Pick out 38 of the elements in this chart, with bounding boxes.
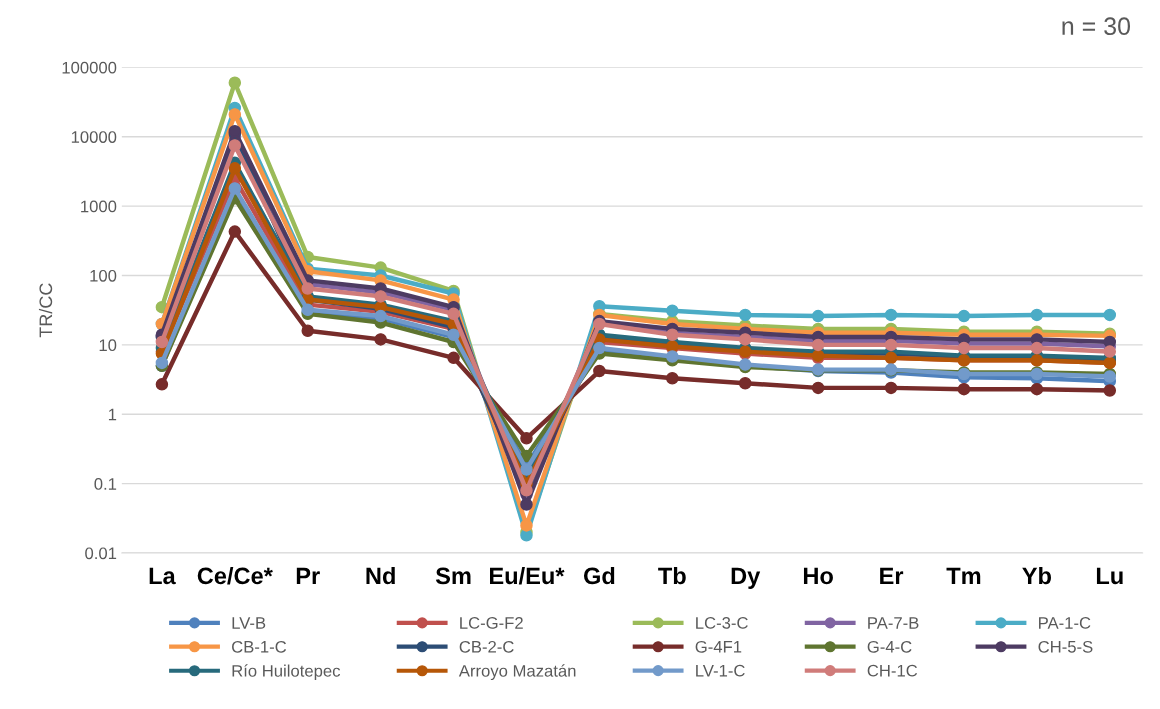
y-axis-title: TR/CC [38,283,53,338]
legend-label: Río Huilotepec [232,664,341,681]
x-tick-label: La [149,567,176,585]
y-tick-label: 0.1 [94,478,117,490]
x-tick-label: Yb [1022,566,1051,585]
y-tick-label: 1000 [81,200,117,213]
x-tick-label: Eu/Eu* [490,566,565,585]
text: n = 30 [1062,17,1131,36]
y-tick-label: 10000 [71,131,117,143]
y-tick-label: 10 [99,339,117,352]
y-tick-label: 0.01 [85,547,117,560]
x-tick-label: Gd [583,566,615,585]
x-tick-label: Tm [946,567,981,585]
legend-label: G-4F1 [695,640,742,653]
legend-label: CB-1-C [232,640,287,653]
legend-label: LC-3-C [696,617,748,629]
y-tick-label: 100000 [62,61,117,74]
x-tick-label: Ce/Ce* [197,566,273,585]
legend-label: LV-1-C [696,664,745,677]
legend-label: CH-5-S [1038,640,1093,653]
legend-label: LC-G-F2 [460,617,523,629]
legend-label: Arroyo Mazatán [458,664,576,681]
legend-label: LV-B [232,617,266,629]
x-tick-label: Sm [435,567,471,585]
legend-label: PA-1-C [1039,617,1091,629]
x-tick-label: Pr [296,567,320,585]
x-tick-label: Nd [366,566,395,585]
y-tick-label: 100 [90,269,117,282]
x-tick-label: Lu [1096,567,1123,585]
legend-label: CB-2-C [459,640,514,653]
x-tick-label: Tb [658,566,686,585]
legend-label: G-4-C [867,640,912,653]
x-tick-label: Dy [731,567,761,589]
y-tick-label: 1 [108,408,117,421]
legend-label: CH-1C [867,664,918,677]
legend-label: PA-7-B [868,617,919,629]
x-tick-label: Er [880,567,904,585]
x-tick-label: Ho [803,567,833,585]
